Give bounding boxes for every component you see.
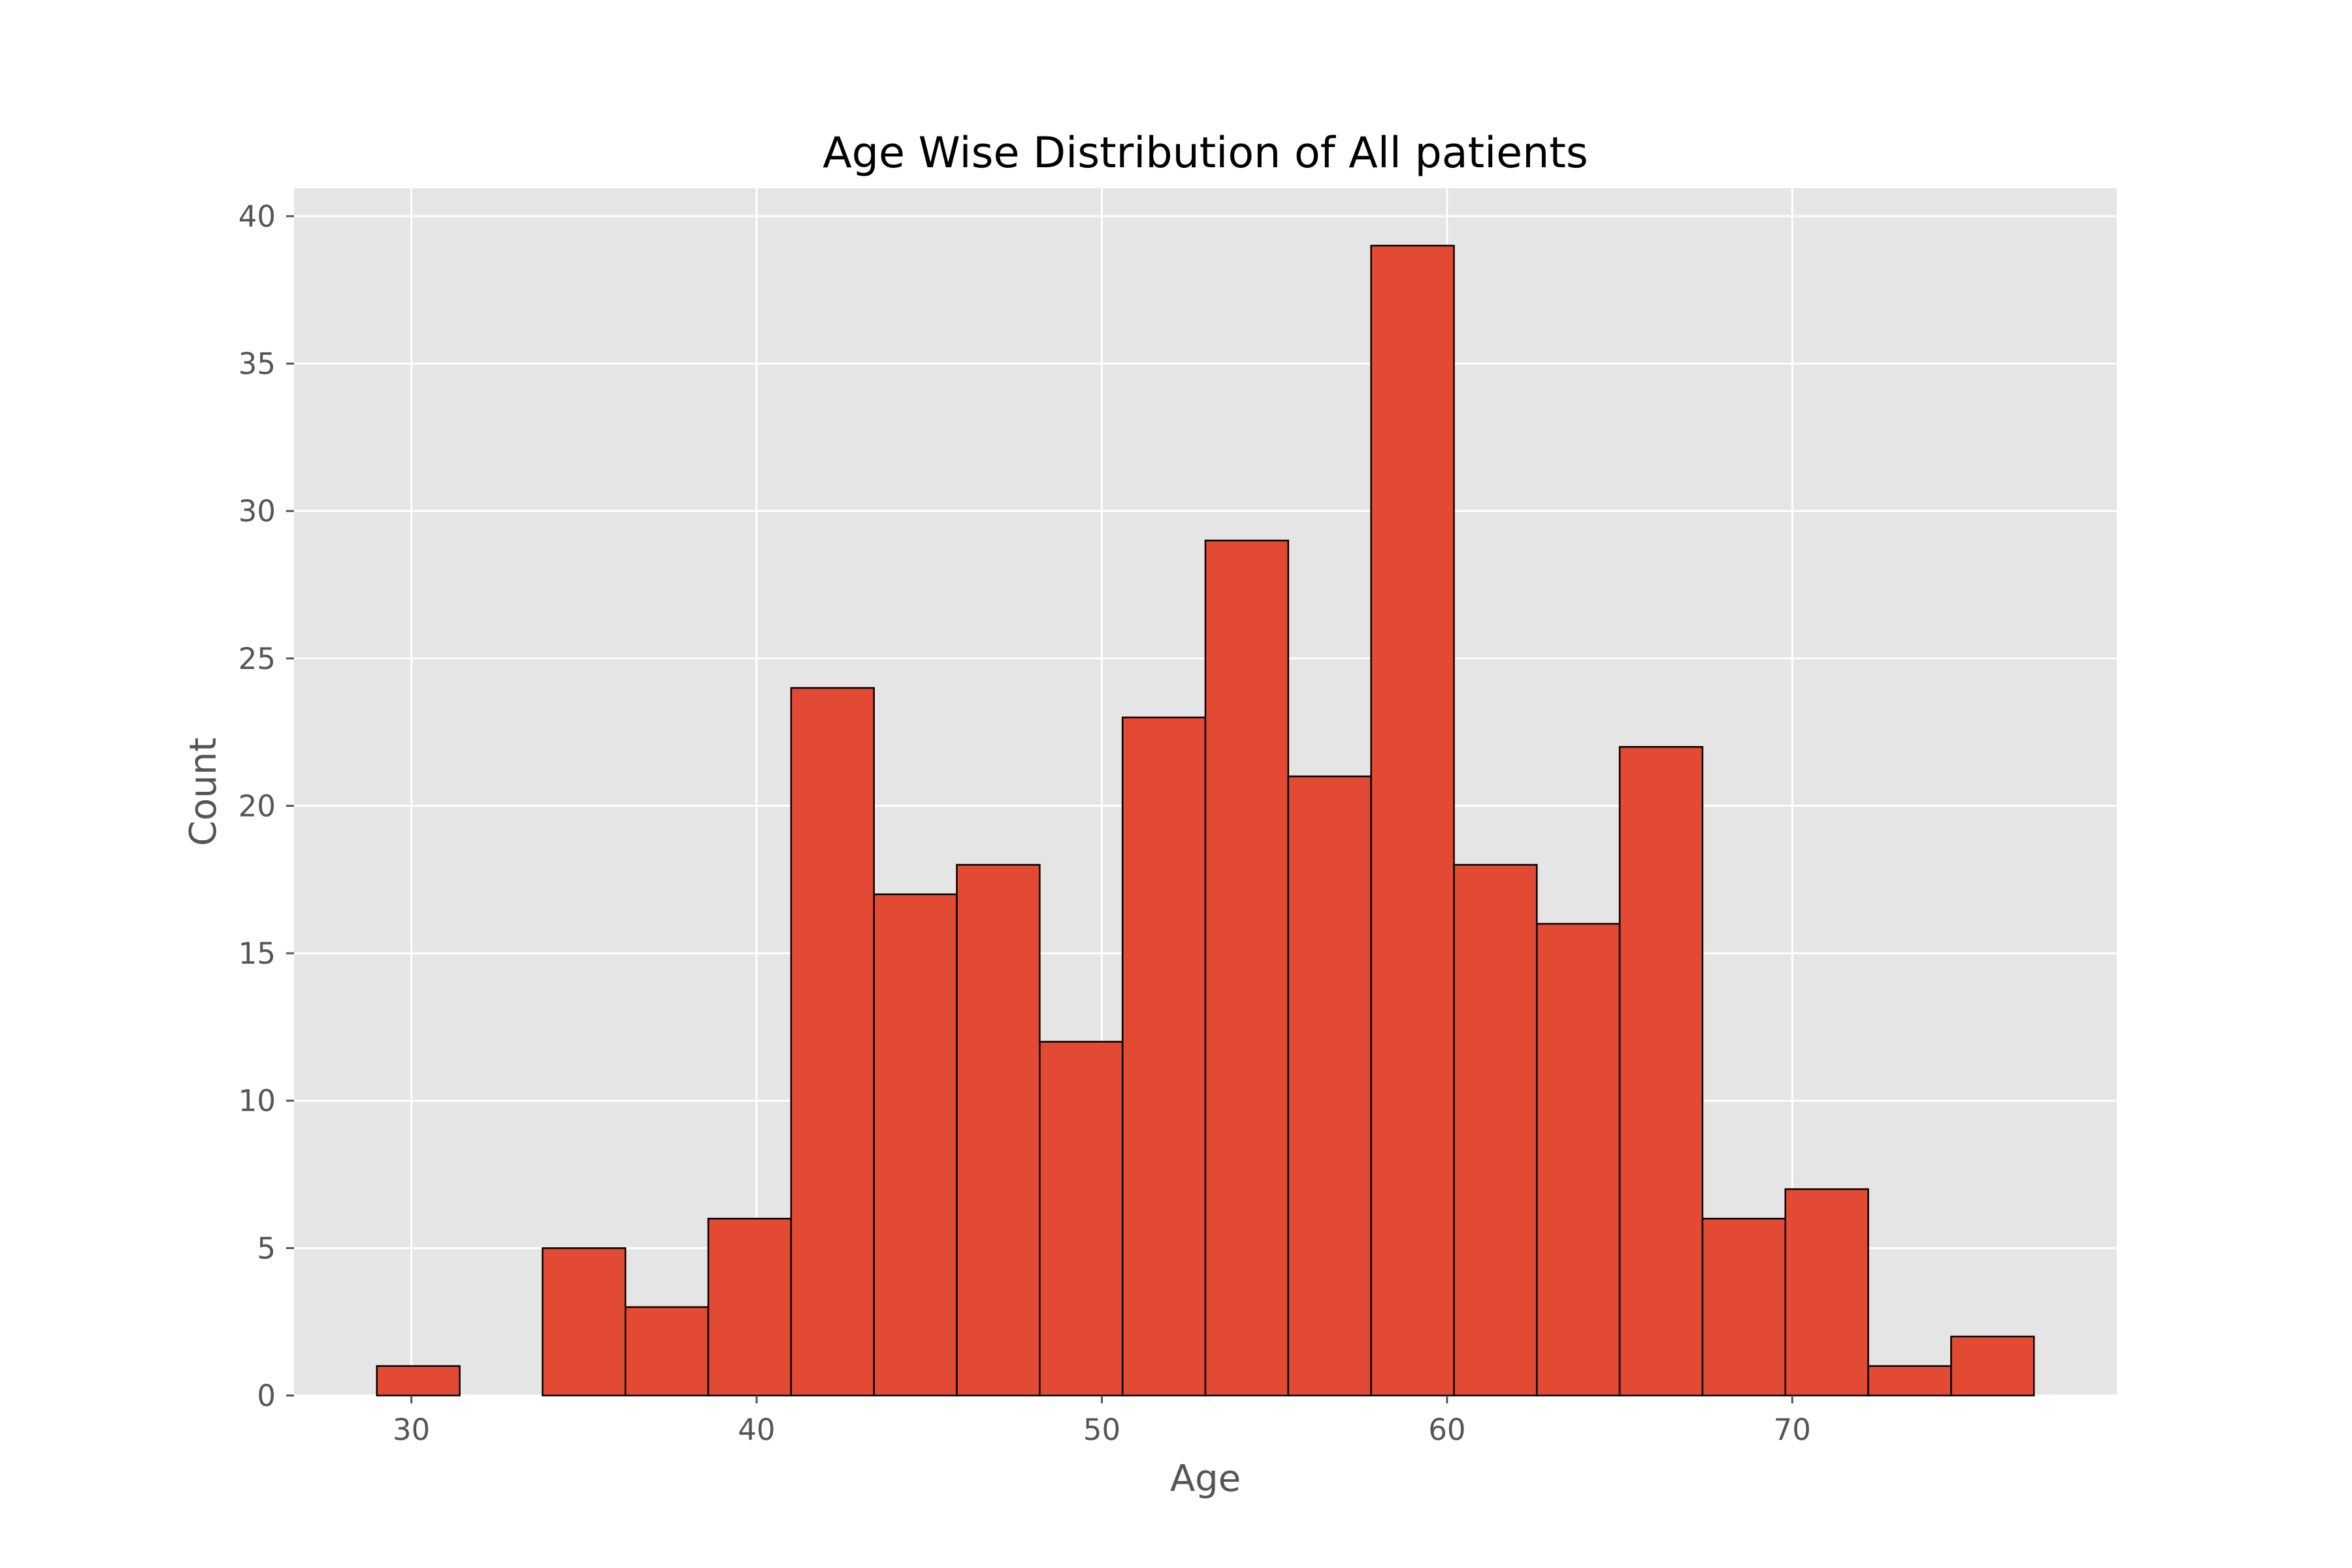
histogram-bar (1867, 1365, 1952, 1397)
histogram-bar (1121, 716, 1207, 1397)
histogram-bar (873, 893, 958, 1397)
y-tick-label: 30 (238, 494, 276, 529)
histogram-bar (1039, 1041, 1124, 1397)
histogram-bar (625, 1306, 710, 1397)
y-tick-label: 15 (238, 936, 276, 971)
axis-ticks: 0 5 10 15 20 25 30 35 40 30 40 50 60 70 (238, 199, 1811, 1447)
histogram-bar (1453, 864, 1538, 1397)
x-tick-label: 70 (1774, 1413, 1811, 1447)
histogram-bar (542, 1247, 627, 1397)
x-tick-label: 30 (393, 1413, 430, 1447)
histogram-bar (1287, 776, 1372, 1397)
histogram-bar (1536, 923, 1621, 1397)
x-tick-label: 40 (738, 1413, 775, 1447)
histogram-bar (1950, 1335, 2035, 1397)
y-tick-label: 10 (238, 1084, 276, 1119)
histogram-bar (707, 1217, 792, 1397)
histogram-bars (376, 244, 2035, 1397)
y-axis-label: Count (182, 738, 225, 846)
histogram-bar (1618, 745, 1704, 1397)
histogram-bar (1701, 1217, 1786, 1397)
y-tick-label: 0 (257, 1379, 276, 1413)
x-tick-label: 60 (1428, 1413, 1465, 1447)
histogram-bar (1784, 1188, 1869, 1397)
x-tick-label: 50 (1083, 1413, 1120, 1447)
histogram-bar (376, 1365, 461, 1397)
x-axis-label: Age (1170, 1458, 1241, 1500)
y-tick-label: 40 (238, 199, 276, 234)
y-tick-label: 20 (238, 789, 276, 823)
histogram-bar (956, 864, 1041, 1397)
y-tick-label: 35 (238, 347, 276, 382)
histogram-bar (790, 687, 875, 1397)
y-tick-label: 5 (257, 1231, 276, 1266)
histogram-bar (1204, 540, 1290, 1397)
chart-title: Age Wise Distribution of All patients (823, 129, 1588, 178)
histogram-bar (1370, 244, 1455, 1397)
y-tick-label: 25 (238, 642, 276, 676)
